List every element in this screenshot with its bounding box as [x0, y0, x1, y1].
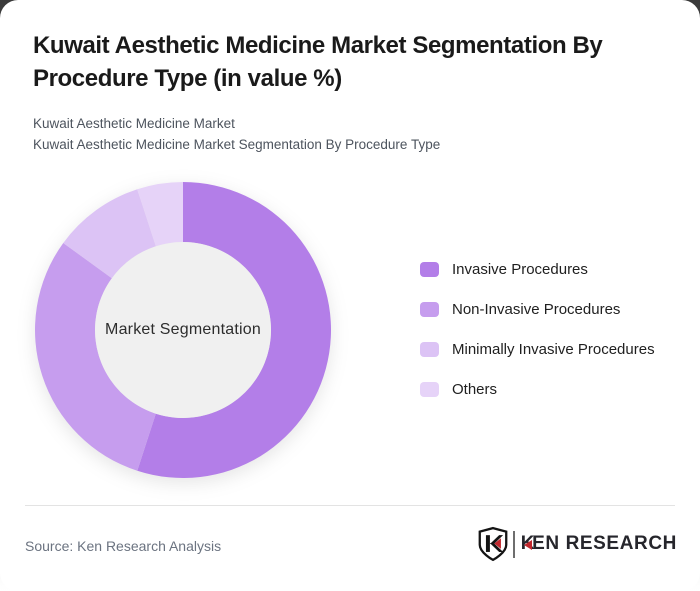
logo-red-triangle-icon — [524, 540, 533, 550]
donut-segment-2[interactable] — [63, 189, 156, 279]
source-text: Source: Ken Research Analysis — [25, 538, 222, 554]
footer-divider — [25, 505, 675, 506]
legend-swatch-others — [420, 382, 439, 397]
legend-swatch-invasive — [420, 262, 439, 277]
ken-research-logo: K EN RESEARCH — [478, 526, 677, 562]
logo-wordmark: K EN RESEARCH — [521, 533, 677, 555]
legend-label: Minimally Invasive Procedures — [452, 341, 655, 358]
legend-label: Non-Invasive Procedures — [452, 301, 621, 318]
legend-item-non-invasive[interactable]: Non-Invasive Procedures — [420, 301, 655, 318]
legend-item-minimally-invasive[interactable]: Minimally Invasive Procedures — [420, 341, 655, 358]
chart-subtitle-line1: Kuwait Aesthetic Medicine Market — [33, 116, 235, 131]
donut-segment-1[interactable] — [35, 243, 156, 471]
chart-subtitle: Kuwait Aesthetic Medicine Market Kuwait … — [33, 113, 440, 155]
legend-swatch-minimally-invasive — [420, 342, 439, 357]
donut-center-circle — [95, 242, 271, 418]
ken-research-shield-icon — [478, 526, 508, 562]
legend-item-others[interactable]: Others — [420, 381, 655, 398]
logo-divider — [512, 530, 515, 558]
page-title-line1: Kuwait Aesthetic Medicine Market Segment… — [33, 32, 603, 59]
page-title-line2: Procedure Type (in value %) — [33, 65, 342, 92]
page-title: Kuwait Aesthetic Medicine Market Segment… — [33, 29, 603, 95]
legend-label: Others — [452, 381, 498, 398]
chart-subtitle-line2: Kuwait Aesthetic Medicine Market Segment… — [33, 137, 441, 152]
legend-swatch-non-invasive — [420, 302, 439, 317]
donut-chart[interactable] — [35, 182, 331, 478]
donut-segment-3[interactable] — [137, 182, 183, 247]
donut-segment-0[interactable] — [137, 182, 331, 478]
legend-item-invasive[interactable]: Invasive Procedures — [420, 261, 655, 278]
logo-wordmark-rest: EN RESEARCH — [532, 533, 677, 554]
chart-legend: Invasive Procedures Non-Invasive Procedu… — [420, 261, 655, 398]
legend-label: Invasive Procedures — [452, 261, 588, 278]
